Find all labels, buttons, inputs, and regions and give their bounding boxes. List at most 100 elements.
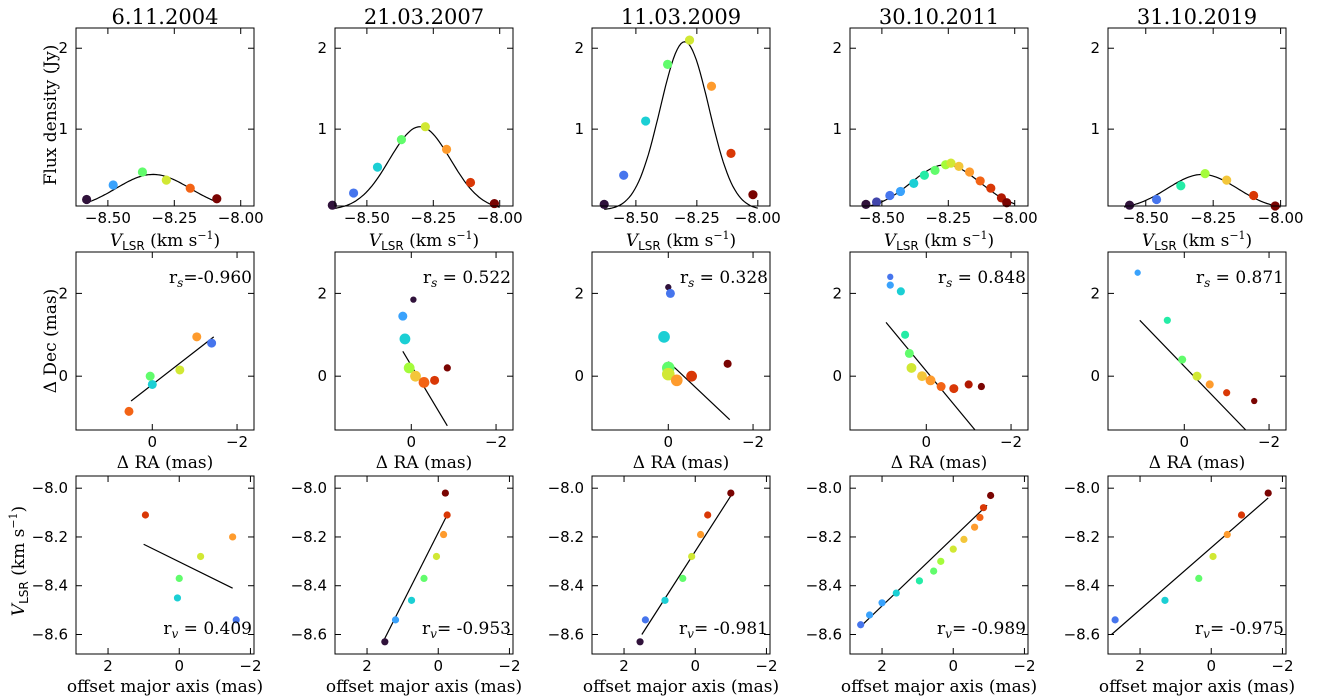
x-label-exp: −1 [971, 229, 987, 242]
y-tick-label: 1 [58, 120, 68, 138]
x-tick-label: 0 [148, 433, 158, 451]
data-point [1222, 175, 1232, 185]
data-point [430, 375, 440, 385]
x-axis-label: Δ RA (mas) [376, 453, 472, 473]
data-point [348, 188, 359, 198]
data-point [465, 177, 476, 188]
x-label-sub: LSR [122, 239, 145, 253]
r-value: = 0.328 [694, 268, 768, 288]
data-point [964, 167, 975, 177]
y-label-sub: LSR [17, 581, 31, 604]
data-point [410, 296, 417, 303]
axes-frame [75, 251, 255, 431]
data-point [904, 348, 914, 358]
panel-title: 21.03.2007 [364, 5, 484, 29]
data-point [1161, 596, 1169, 604]
data-point [861, 199, 871, 209]
data-point [137, 167, 148, 177]
spectrum-panel-3: −8.50 −8.25 −8.00 1 2 11.03.2009 VLSR (km s−1) [574, 5, 780, 253]
data-point [684, 35, 695, 45]
data-point [960, 535, 968, 543]
data-point [954, 161, 964, 171]
axes-frame [1107, 251, 1287, 431]
data-point [381, 638, 389, 646]
data-point [443, 511, 451, 519]
x-label-close: ) [473, 231, 480, 251]
data-point [229, 533, 237, 541]
rs-label: rs = 0.871 [1196, 268, 1284, 290]
r-value: = 0.522 [437, 268, 511, 288]
data-point [901, 330, 910, 339]
y-tick-label: −8.0 [1064, 479, 1100, 497]
x-tick-label: 2 [877, 657, 887, 675]
rv-label: rv= -0.975 [1195, 619, 1284, 641]
axes-frame [849, 475, 1029, 655]
y-label-unit: (km s [9, 529, 29, 582]
y-tick-label: −8.6 [32, 625, 68, 643]
data-point [964, 380, 973, 389]
data-point [688, 552, 696, 561]
y-tick-label: 2 [574, 39, 584, 57]
r-value: = 0.409 [178, 619, 252, 639]
x-tick-label: 0 [922, 433, 932, 451]
data-point [919, 170, 929, 180]
gaussian-fit-line [86, 173, 218, 204]
data-point [726, 148, 736, 159]
data-point [937, 557, 945, 565]
x-tick-label: −2 [1013, 657, 1035, 675]
y-tick-label: −8.0 [291, 479, 327, 497]
data-point [641, 116, 651, 126]
y-tick-label: −8.4 [548, 577, 584, 595]
y-tick-label: −8.6 [291, 625, 327, 643]
linear-fit-line [641, 492, 734, 635]
axes-frame [591, 251, 771, 431]
x-tick-label: −8.00 [992, 209, 1038, 227]
data-point [670, 374, 683, 387]
x-axis-label: Δ RA (mas) [633, 453, 729, 473]
r-subscript: s [177, 276, 183, 290]
r-value: = -0.975 [1210, 619, 1284, 639]
x-label-exp: −1 [713, 229, 729, 242]
x-tick-label: 0 [664, 433, 674, 451]
y-tick-label: 2 [1090, 39, 1100, 57]
axes-frame [75, 475, 255, 655]
data-point [1178, 355, 1187, 364]
r-value: = -0.981 [694, 619, 768, 639]
y-tick-label: −8.2 [1064, 528, 1100, 546]
data-point [403, 362, 415, 374]
x-tick-label: 0 [1180, 433, 1190, 451]
data-point [977, 382, 985, 391]
data-point [432, 552, 441, 561]
y-tick-label: 1 [1090, 120, 1100, 138]
r-value: = -0.953 [437, 619, 511, 639]
data-point [686, 370, 697, 382]
x-tick-label: 0 [1206, 657, 1216, 675]
axes-frame [849, 251, 1029, 431]
data-point [441, 489, 449, 497]
linear-fit-line [130, 336, 215, 402]
y-tick-label: −8.0 [806, 479, 842, 497]
data-point [489, 198, 500, 209]
x-label-sub: LSR [1154, 239, 1177, 253]
x-axis-label: offset major axis (mas) [841, 677, 1037, 697]
data-point [661, 367, 675, 381]
data-point [892, 589, 900, 597]
data-point [420, 122, 430, 132]
x-label-v: V [626, 231, 640, 251]
data-point [917, 371, 927, 382]
x-label-unit: (km s [919, 231, 972, 251]
x-label-v: V [110, 231, 124, 251]
data-point [124, 406, 134, 416]
x-tick-label: −2 [239, 657, 261, 675]
data-point [441, 144, 452, 154]
x-label-close: ) [214, 231, 221, 251]
x-label-unit: (km s [145, 231, 198, 251]
r-symbol: r [938, 268, 947, 288]
data-point [658, 331, 670, 343]
y-tick-label: −8.4 [1064, 577, 1100, 595]
data-point [1163, 316, 1171, 324]
y-tick-label: 2 [317, 39, 327, 57]
data-point [1176, 181, 1186, 191]
data-point [936, 382, 946, 392]
x-tick-label: 2 [1135, 657, 1145, 675]
